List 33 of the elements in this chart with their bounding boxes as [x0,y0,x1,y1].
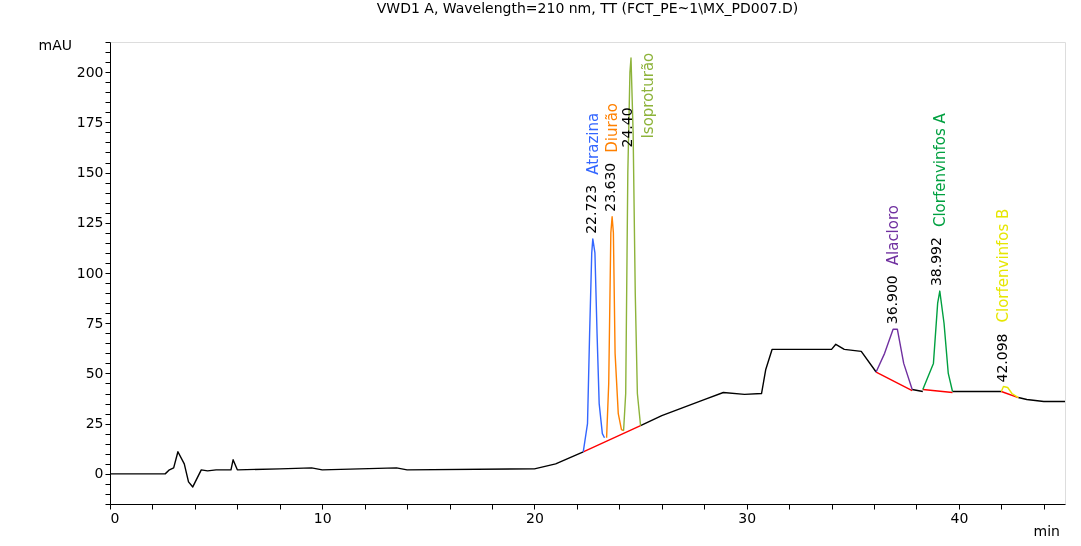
line-series [922,290,954,393]
y-tick-label: 175 [76,113,104,130]
line-series [875,328,913,391]
annotation: 38.992 [928,237,945,287]
y-tick-label: 100 [76,264,104,281]
y-tick-label: 75 [85,314,104,331]
x-tick-label: 30 [738,509,757,526]
text: Clorfenvinfos B [994,208,1013,323]
chart-title: VWD1 A, Wavelength=210 nm, TT (FCT_PE~1\MX_PD007.D) [376,0,799,16]
y-tick-label: 50 [85,364,104,381]
y-tick-label: 150 [76,164,104,181]
line-series [622,57,642,432]
x-tick-label: 0 [110,509,120,526]
annotation: 36.900 [884,275,901,325]
line-series [605,216,625,439]
line-series [582,238,606,453]
text: Isoproturão [639,52,658,139]
y-tick-label: 200 [76,63,104,80]
text: Alacloro [884,205,903,266]
annotation: 22.723 [583,184,600,234]
x-tick-label: 40 [950,509,969,526]
text: Atrazina [583,112,602,175]
x-tick-label: 10 [313,509,332,526]
y-tick-label: 25 [85,415,104,432]
y-axis-title: mAU [38,36,72,53]
line-series [1000,385,1020,399]
y-tick-label: 125 [76,214,104,231]
annotation: 42.098 [994,333,1011,383]
y-tick-label: 0 [94,465,104,482]
x-axis-title: min [1033,522,1060,539]
x-tick-label: 20 [526,509,544,526]
text: Clorfenvinfos A [930,112,949,228]
annotation: 23.630 [602,162,619,212]
